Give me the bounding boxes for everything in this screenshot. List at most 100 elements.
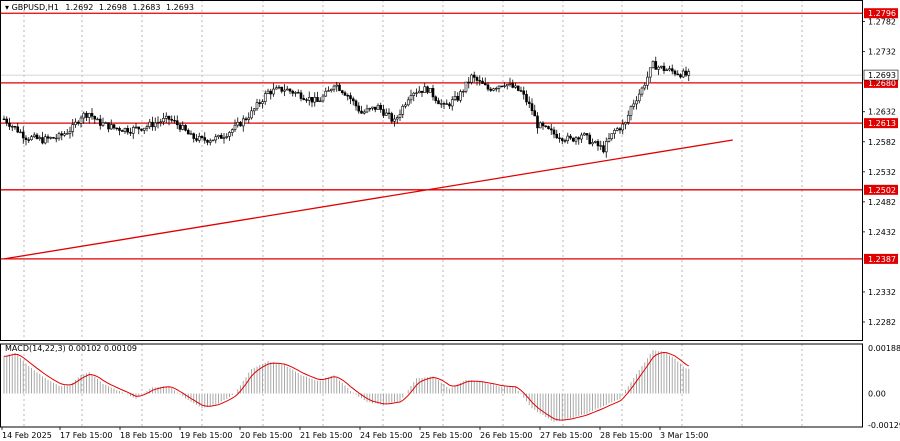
time-tick-0: 14 Feb 2025 [2, 431, 52, 440]
candle-53 [148, 118, 152, 130]
candle-209 [577, 136, 581, 145]
level-badge-1 [864, 77, 898, 88]
candle-105 [291, 89, 295, 97]
candle-153 [423, 82, 427, 93]
time-tick-4: 20 Feb 15:00 [240, 431, 292, 440]
candle-248 [684, 66, 688, 77]
candle-100 [277, 85, 281, 90]
candle-72 [200, 135, 204, 140]
candle-216 [596, 138, 600, 151]
candle-98 [272, 83, 275, 97]
candle-15 [43, 133, 47, 145]
candle-84 [233, 119, 237, 133]
time-tick-2: 18 Feb 15:00 [120, 431, 172, 440]
candle-89 [247, 112, 251, 124]
candle-68 [189, 130, 193, 135]
candle-16 [46, 134, 50, 143]
candle-58 [162, 112, 165, 126]
candle-127 [351, 96, 355, 106]
candle-74 [206, 139, 209, 146]
time-tick-1: 17 Feb 15:00 [60, 431, 112, 440]
candle-241 [665, 68, 669, 72]
candle-64 [178, 122, 182, 133]
candle-211 [582, 132, 586, 136]
candle-9 [27, 137, 31, 144]
candle-172 [475, 75, 479, 86]
candle-52 [145, 124, 149, 132]
candle-249 [687, 68, 691, 82]
candle-102 [283, 84, 286, 97]
level-label-4: 1.2387 [868, 255, 896, 264]
candle-189 [522, 86, 526, 100]
candle-60 [167, 115, 171, 126]
price-tick-6: 1.2432 [868, 228, 896, 237]
time-tick-6: 24 Feb 15:00 [360, 431, 412, 440]
candle-103 [285, 85, 289, 91]
current-price-label: 1.2693 [868, 71, 896, 80]
candle-242 [668, 65, 671, 72]
close-value: 1.2693 [166, 3, 194, 12]
candle-201 [555, 129, 559, 139]
candle-174 [481, 77, 484, 84]
candle-150 [415, 88, 418, 98]
candle-146 [404, 102, 407, 109]
candle-24 [68, 126, 72, 139]
candle-94 [261, 99, 264, 109]
candle-5 [16, 122, 20, 134]
candle-170 [470, 73, 473, 85]
candle-21 [60, 131, 64, 141]
candle-237 [654, 56, 658, 70]
candle-33 [93, 115, 97, 124]
macd-histogram [3, 350, 690, 422]
candle-167 [461, 89, 465, 98]
candle-113 [313, 92, 317, 107]
price-panel-border [0, 0, 863, 341]
candle-78 [217, 134, 220, 140]
candle-109 [302, 94, 306, 101]
level-badge-0 [864, 8, 898, 19]
candle-137 [379, 102, 383, 113]
low-value: 1.2683 [132, 3, 160, 12]
candle-222 [613, 128, 616, 139]
candle-200 [552, 126, 556, 139]
candle-213 [588, 132, 592, 145]
candle-81 [225, 133, 229, 140]
candle-140 [387, 108, 391, 120]
candle-159 [439, 99, 443, 109]
level-badge-4 [864, 253, 898, 264]
level-badge-2 [864, 118, 898, 129]
price-tick-2: 1.2632 [868, 108, 896, 117]
candle-184 [508, 77, 512, 87]
macd-tick-2: -0.00129 [868, 421, 900, 430]
candle-1 [5, 116, 9, 127]
candle-186 [514, 82, 517, 89]
candle-59 [164, 112, 168, 124]
candle-130 [360, 105, 363, 114]
candle-48 [134, 123, 138, 130]
candle-116 [321, 93, 325, 103]
price-tick-3: 1.2582 [868, 138, 896, 147]
candle-80 [222, 133, 226, 144]
candle-187 [516, 85, 520, 92]
candle-18 [52, 136, 55, 139]
candle-165 [456, 92, 460, 103]
candle-123 [340, 89, 344, 95]
candle-182 [503, 82, 506, 89]
high-value: 1.2698 [99, 3, 127, 12]
candle-6 [19, 129, 22, 134]
candle-75 [208, 138, 212, 146]
candle-229 [632, 99, 636, 110]
candle-219 [604, 137, 608, 158]
candle-90 [250, 106, 253, 120]
candle-79 [219, 132, 223, 139]
candle-179 [494, 86, 498, 92]
candle-190 [525, 90, 528, 106]
candle-155 [428, 88, 432, 93]
candle-134 [371, 106, 374, 111]
candle-224 [618, 126, 622, 134]
candle-193 [533, 104, 537, 117]
candle-121 [335, 81, 339, 92]
candle-69 [192, 132, 196, 143]
candle-115 [318, 97, 322, 103]
frame [0, 0, 863, 428]
